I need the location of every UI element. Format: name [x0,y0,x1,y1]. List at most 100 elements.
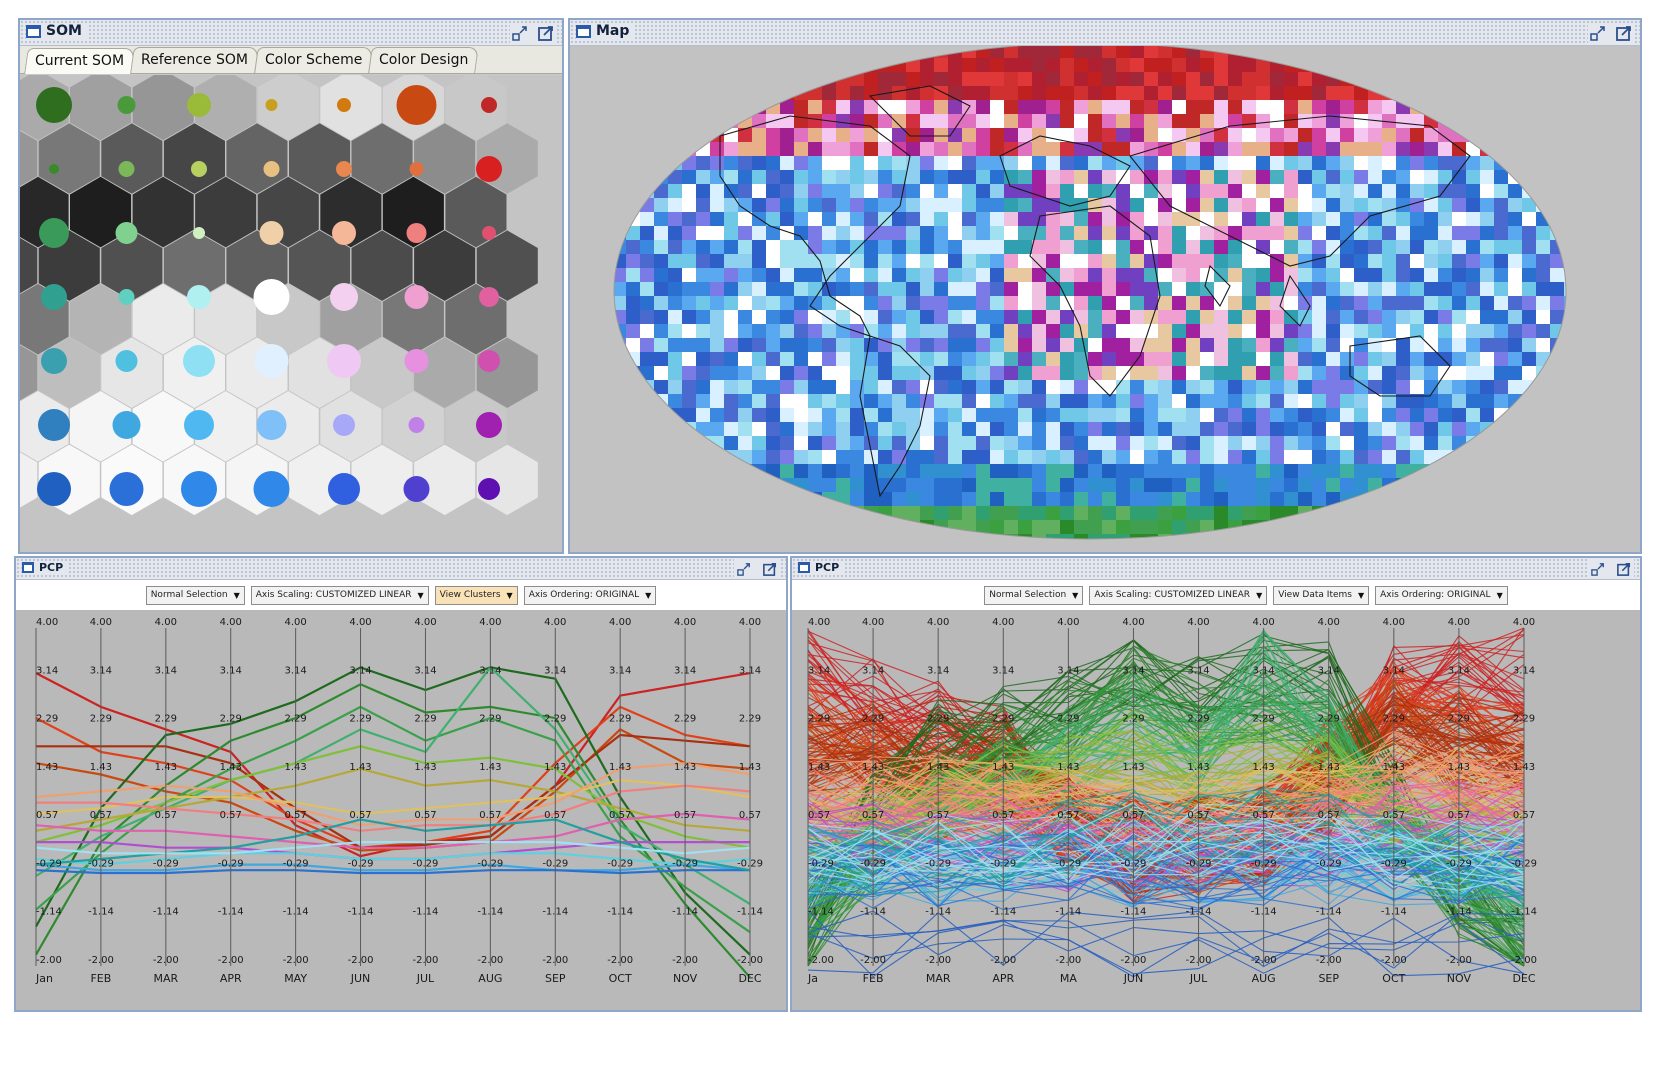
pcp-left-titlebar[interactable]: PCP [16,558,786,580]
map-cell [1522,310,1537,325]
pcp-polyline [807,758,1525,846]
map-cell [1508,240,1523,255]
map-cell [808,506,823,521]
maximize-icon[interactable] [536,23,556,43]
map-cell [836,520,851,535]
view-mode-select[interactable]: View Data Items ▼ [1273,585,1370,605]
axis-scaling-select[interactable]: Axis Scaling: CUSTOMIZED LINEAR ▼ [1089,585,1268,605]
map-cell [614,366,627,381]
selection-mode-select[interactable]: Normal Selection ▼ [145,585,245,605]
map-cell [1060,100,1075,115]
minimize-icon[interactable] [1588,23,1608,43]
map-cell [1102,408,1117,423]
map-cell [1270,464,1285,479]
map-cell [1452,492,1467,507]
map-cell [1032,310,1047,325]
tab-current-som[interactable]: Current SOM [24,48,135,74]
map-cell [794,380,809,395]
map-cell [892,436,907,451]
tab-reference-som[interactable]: Reference SOM [130,47,259,73]
map-cell [598,184,613,199]
pcp-right-titlebar[interactable]: PCP [792,558,1640,580]
map-cell [892,380,907,395]
map-cell [1592,254,1607,269]
map-cell [724,548,739,552]
map-cell [1368,450,1383,465]
map-cell [1382,226,1397,241]
map-cell [640,212,655,227]
som-panel: SOM Current SOM Reference SOM Color Sche… [0,18,564,554]
som-hex-grid[interactable] [0,69,562,552]
pcp-right-chart[interactable]: 4.003.142.291.430.57-0.29-1.14-2.00Ja4.0… [792,610,1640,1010]
map-cell [878,394,893,409]
pcp-right-plot[interactable]: 4.00 3.14 2.29 1.43 0.57 -0.29 -1.14 -2.00 Ja 4.0… [792,610,1640,1010]
minimize-icon[interactable] [510,23,530,43]
map-cell [1620,408,1635,423]
map-cell [668,198,683,213]
world-map[interactable] [570,42,1640,552]
map-cell [808,352,823,367]
map-cell [836,142,851,157]
map-cell [570,58,585,73]
pcp-polyline [807,804,1525,882]
map-cell [668,268,683,283]
axis-ordering-select[interactable]: Axis Ordering: ORIGINAL ▼ [1375,585,1508,605]
map-cell [1200,142,1215,157]
map-cell [1438,170,1453,185]
minimize-icon[interactable] [734,559,754,579]
map-cell [1088,464,1103,479]
map-cell [1634,380,1640,395]
map-cell [1298,72,1313,87]
map-cell [570,86,585,101]
pcp-tick-label: 0.57 [220,810,242,821]
axis-scaling-select[interactable]: Axis Scaling: CUSTOMIZED LINEAR ▼ [250,585,429,605]
map-cell [1312,492,1327,507]
tab-color-design[interactable]: Color Design [368,47,480,73]
map-titlebar[interactable]: Map [570,20,1640,46]
map-cell [1438,114,1453,129]
map-cell [598,282,613,297]
map-cell [1382,366,1397,381]
map-cell [1144,72,1159,87]
map-cell [1004,408,1019,423]
pcp-tick-label: 0.57 [414,810,436,821]
maximize-icon[interactable] [1614,23,1634,43]
map-cell [906,100,921,115]
map-cell [948,58,963,73]
map-cell [962,296,977,311]
tab-color-scheme[interactable]: Color Scheme [254,47,374,73]
map-cell [1088,100,1103,115]
pcp-polyline [807,839,1525,909]
pcp-left-plot[interactable]: 4.00 3.14 2.29 1.43 0.57 -0.29 -1.14 -2.00 Jan 4.… [16,610,786,1010]
som-titlebar[interactable]: SOM [20,20,562,46]
maximize-icon[interactable] [1614,559,1634,579]
axis-ordering-select[interactable]: Axis Ordering: ORIGINAL ▼ [523,585,657,605]
view-mode-select[interactable]: View Clusters ▼ [434,585,518,605]
map-cell [696,408,711,423]
selection-mode-select[interactable]: Normal Selection ▼ [984,585,1084,605]
map-cell [1606,492,1621,507]
map-cell [1144,114,1159,129]
pcp-tick-label: -2.00 [36,955,62,966]
pcp-tick-label: -0.29 [1381,859,1407,870]
som-canvas-area[interactable] [0,69,562,552]
map-cell [1452,310,1467,325]
map-cell [1620,436,1635,451]
minimize-icon[interactable] [1588,559,1608,579]
map-cell [1494,338,1509,353]
country-border [719,115,911,337]
map-cell [1130,226,1145,241]
maximize-icon[interactable] [760,559,780,579]
map-cell [1424,506,1439,521]
map-cell [836,380,851,395]
map-cell [990,310,1005,325]
map-cell [1074,240,1089,255]
map-cell [822,450,837,465]
map-cell [1382,520,1397,535]
map-cell [892,394,907,409]
map-cell [1340,366,1355,381]
map-cell [1284,436,1299,451]
map-cell [1508,184,1523,199]
map-canvas-area[interactable] [570,42,1640,552]
pcp-left-chart[interactable]: 4.003.142.291.430.57-0.29-1.14-2.00Jan4.… [16,610,786,1010]
